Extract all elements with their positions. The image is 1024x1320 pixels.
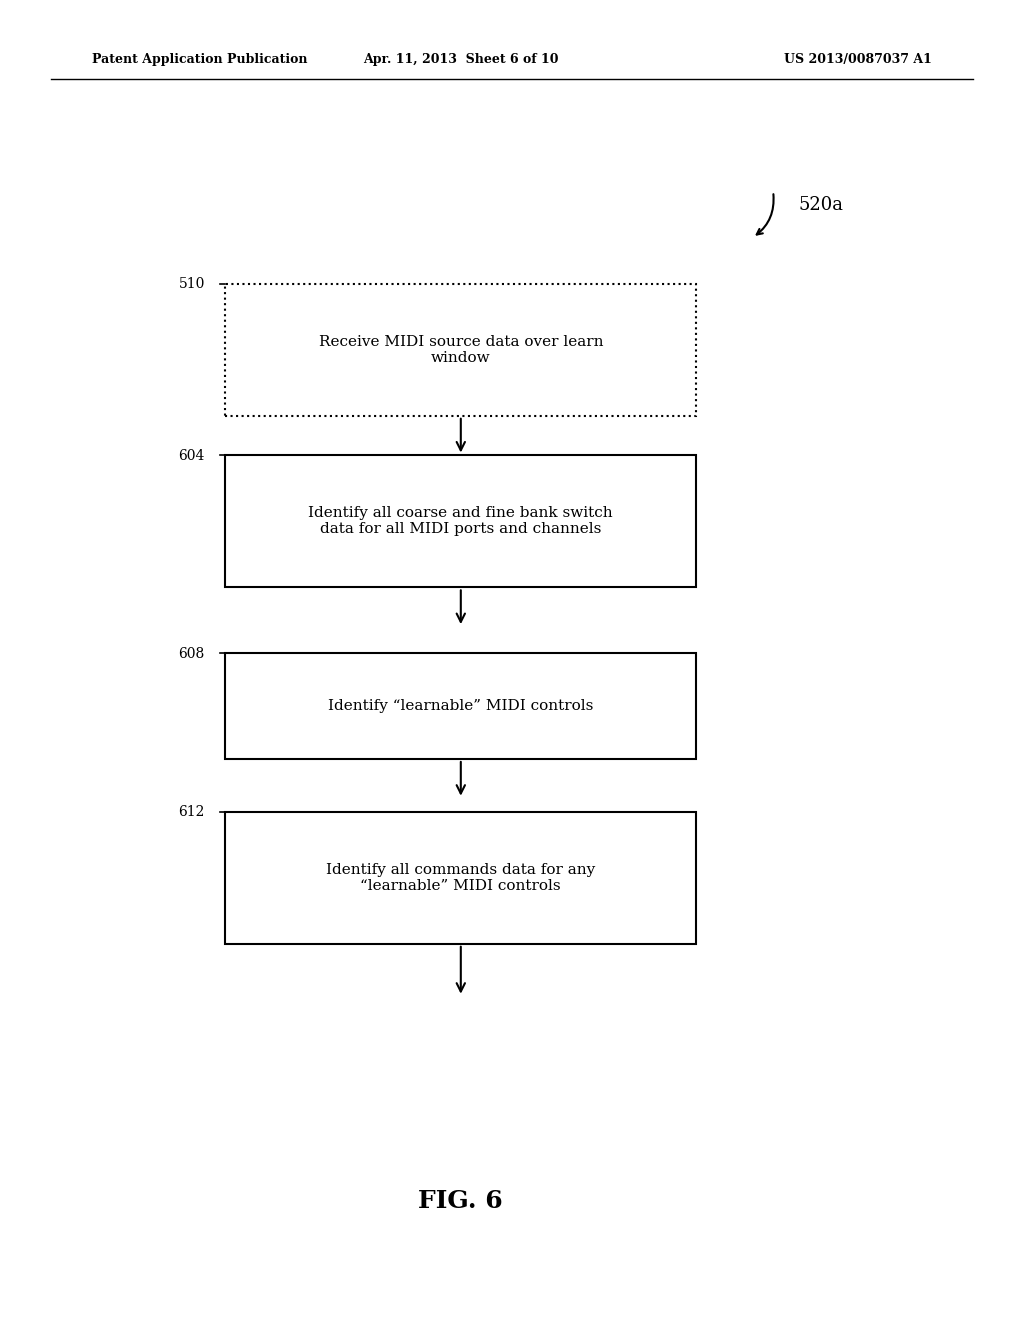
Text: 604: 604 — [178, 449, 205, 463]
Text: 520a: 520a — [799, 195, 844, 214]
Text: Patent Application Publication: Patent Application Publication — [92, 53, 307, 66]
FancyBboxPatch shape — [225, 284, 696, 416]
Text: Identify “learnable” MIDI controls: Identify “learnable” MIDI controls — [328, 700, 594, 713]
Text: Receive MIDI source data over learn
window: Receive MIDI source data over learn wind… — [318, 335, 603, 364]
Text: 612: 612 — [178, 805, 205, 820]
Text: Apr. 11, 2013  Sheet 6 of 10: Apr. 11, 2013 Sheet 6 of 10 — [364, 53, 558, 66]
FancyBboxPatch shape — [225, 455, 696, 587]
FancyBboxPatch shape — [225, 653, 696, 759]
FancyBboxPatch shape — [225, 812, 696, 944]
Text: 608: 608 — [178, 647, 205, 661]
Text: 510: 510 — [178, 277, 205, 292]
Text: US 2013/0087037 A1: US 2013/0087037 A1 — [784, 53, 932, 66]
Text: Identify all commands data for any
“learnable” MIDI controls: Identify all commands data for any “lear… — [327, 863, 595, 892]
Text: FIG. 6: FIG. 6 — [419, 1189, 503, 1213]
Text: Identify all coarse and fine bank switch
data for all MIDI ports and channels: Identify all coarse and fine bank switch… — [308, 507, 613, 536]
